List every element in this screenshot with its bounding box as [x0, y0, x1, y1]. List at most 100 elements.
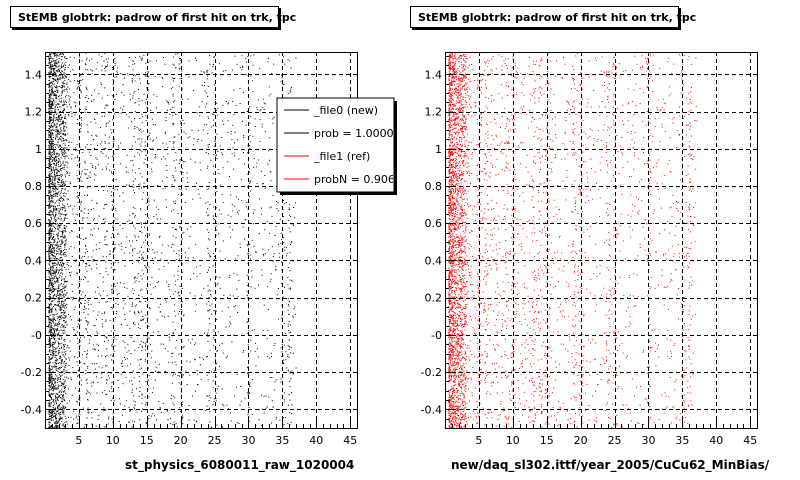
data-point [81, 73, 83, 75]
data-point [143, 258, 144, 259]
data-point [114, 248, 115, 250]
data-point [48, 102, 50, 104]
data-point [63, 312, 65, 314]
data-point [62, 378, 64, 380]
data-point [62, 330, 64, 332]
data-point [151, 276, 153, 278]
data-point [56, 66, 58, 68]
data-point [268, 150, 270, 152]
data-point [58, 109, 59, 111]
data-point [63, 147, 64, 149]
data-point [178, 254, 180, 256]
data-point [71, 230, 73, 232]
data-point [65, 152, 67, 154]
data-point [167, 245, 169, 247]
data-point [74, 306, 76, 308]
data-point [91, 363, 93, 365]
data-point [59, 418, 61, 420]
data-point [54, 337, 56, 339]
data-point [94, 148, 96, 149]
data-point [49, 237, 51, 239]
data-point [180, 244, 182, 246]
data-point [51, 379, 53, 381]
data-point [57, 335, 59, 337]
data-point [51, 230, 53, 232]
data-point [173, 141, 175, 143]
data-point [122, 228, 124, 230]
data-point [111, 237, 113, 239]
data-point [209, 239, 211, 241]
data-point [58, 414, 60, 416]
data-point [236, 139, 238, 141]
data-point [53, 294, 55, 296]
data-point [111, 171, 112, 173]
data-point [76, 236, 78, 237]
data-point [64, 189, 66, 191]
data-point [85, 59, 87, 61]
data-point [61, 254, 63, 256]
data-point [128, 57, 130, 58]
data-point [49, 228, 51, 230]
data-point [50, 193, 52, 195]
data-point [246, 244, 248, 246]
data-point [55, 70, 57, 72]
data-point [100, 403, 102, 405]
data-point [51, 357, 53, 359]
data-point [64, 379, 66, 381]
data-point [169, 418, 171, 420]
data-point [49, 282, 51, 284]
data-point [246, 332, 248, 334]
data-point [52, 247, 53, 249]
data-point [48, 199, 50, 201]
data-point [57, 288, 59, 289]
data-point [61, 367, 62, 368]
data-point [104, 70, 106, 72]
data-point [58, 294, 59, 296]
data-point [182, 401, 184, 403]
data-point [61, 242, 63, 243]
data-point [97, 419, 99, 420]
data-point [289, 288, 291, 290]
data-point [145, 102, 147, 104]
data-point [60, 123, 62, 125]
data-point [54, 252, 55, 254]
data-point [56, 126, 58, 128]
data-point [63, 131, 65, 132]
data-point [217, 388, 219, 390]
data-point [110, 354, 112, 356]
data-point [48, 91, 50, 93]
data-point [61, 90, 63, 92]
data-point [63, 227, 65, 229]
data-point [55, 228, 57, 230]
data-point [56, 276, 58, 278]
data-point [108, 142, 110, 144]
data-point [51, 288, 53, 290]
data-point [155, 206, 157, 208]
data-point [55, 212, 57, 213]
data-point [93, 99, 95, 101]
data-point [61, 239, 63, 241]
data-point [54, 350, 56, 352]
data-point [57, 177, 59, 179]
data-point [51, 419, 53, 421]
data-point [114, 208, 116, 209]
data-point [246, 61, 248, 63]
data-point [77, 323, 79, 325]
data-point [48, 243, 50, 244]
data-point [56, 258, 58, 259]
data-point [288, 267, 290, 268]
data-point [180, 122, 182, 124]
data-point [166, 176, 168, 178]
data-point [64, 218, 66, 220]
data-point [49, 129, 51, 131]
data-point [49, 210, 51, 212]
data-point [90, 121, 92, 123]
data-point [151, 168, 152, 170]
data-point [121, 246, 123, 248]
data-point [52, 200, 54, 202]
data-point [60, 244, 62, 246]
data-point [60, 371, 62, 373]
data-point [227, 214, 229, 216]
data-point [62, 383, 63, 385]
data-point [274, 235, 276, 236]
